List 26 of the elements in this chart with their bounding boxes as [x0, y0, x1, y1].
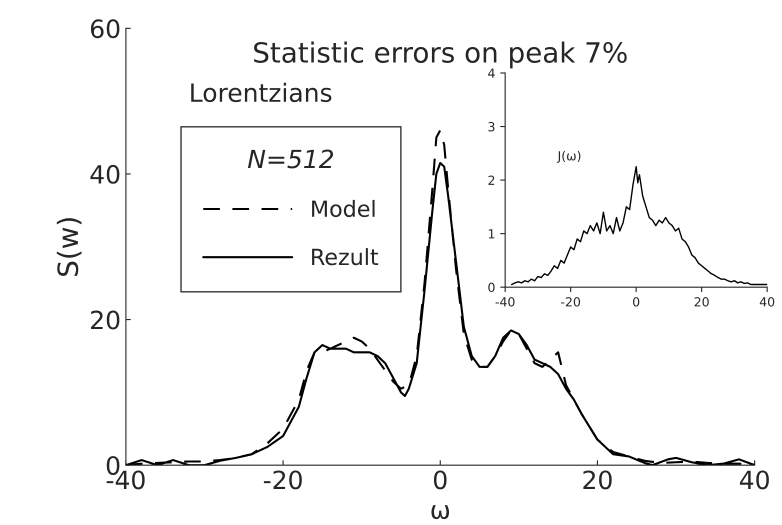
chart-title: Statistic errors on peak 7% [254, 41, 627, 68]
y-axis-title: S(w) [56, 218, 82, 276]
y-tick-label: 20 [91, 310, 120, 330]
y-tick-label: 2 [488, 176, 494, 185]
y-tick-label: 0 [488, 282, 495, 292]
y-tick-label: 60 [90, 19, 120, 38]
y-tick-label: 3 [488, 122, 494, 132]
x-tick-label: 40 [740, 470, 769, 490]
x-tick-label: -40 [496, 297, 515, 307]
annotation: Lorentzians [191, 82, 332, 102]
x-tick-label: 20 [583, 470, 612, 490]
legend-label: Rezult [312, 248, 378, 266]
legend-label: Model [312, 200, 375, 218]
x-tick-label: 0 [434, 470, 447, 490]
x-tick-label: 0 [633, 297, 640, 307]
x-tick-label: -20 [561, 297, 580, 307]
y-tick-label: 4 [488, 68, 495, 78]
line-series [511, 166, 768, 286]
x-tick-label: 20 [694, 297, 709, 307]
x-axis-title: ω [431, 505, 450, 520]
annotation: J(ω) [556, 150, 580, 163]
y-tick-label: 1 [488, 229, 494, 238]
legend-title: N=512 [248, 149, 334, 168]
x-tick-label: -20 [264, 470, 302, 490]
x-tick-label: 40 [760, 297, 774, 307]
y-tick-label: 40 [90, 164, 120, 184]
